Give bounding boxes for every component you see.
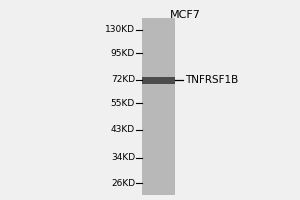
Text: TNFRSF1B: TNFRSF1B xyxy=(185,75,238,85)
Text: 34KD: 34KD xyxy=(111,154,135,162)
Bar xyxy=(142,18,175,195)
Text: 55KD: 55KD xyxy=(111,98,135,108)
Text: 43KD: 43KD xyxy=(111,126,135,134)
Text: MCF7: MCF7 xyxy=(169,10,200,20)
Text: 95KD: 95KD xyxy=(111,48,135,58)
Bar xyxy=(142,77,175,84)
Text: 130KD: 130KD xyxy=(105,25,135,34)
Text: 26KD: 26KD xyxy=(111,178,135,188)
Text: 72KD: 72KD xyxy=(111,75,135,84)
